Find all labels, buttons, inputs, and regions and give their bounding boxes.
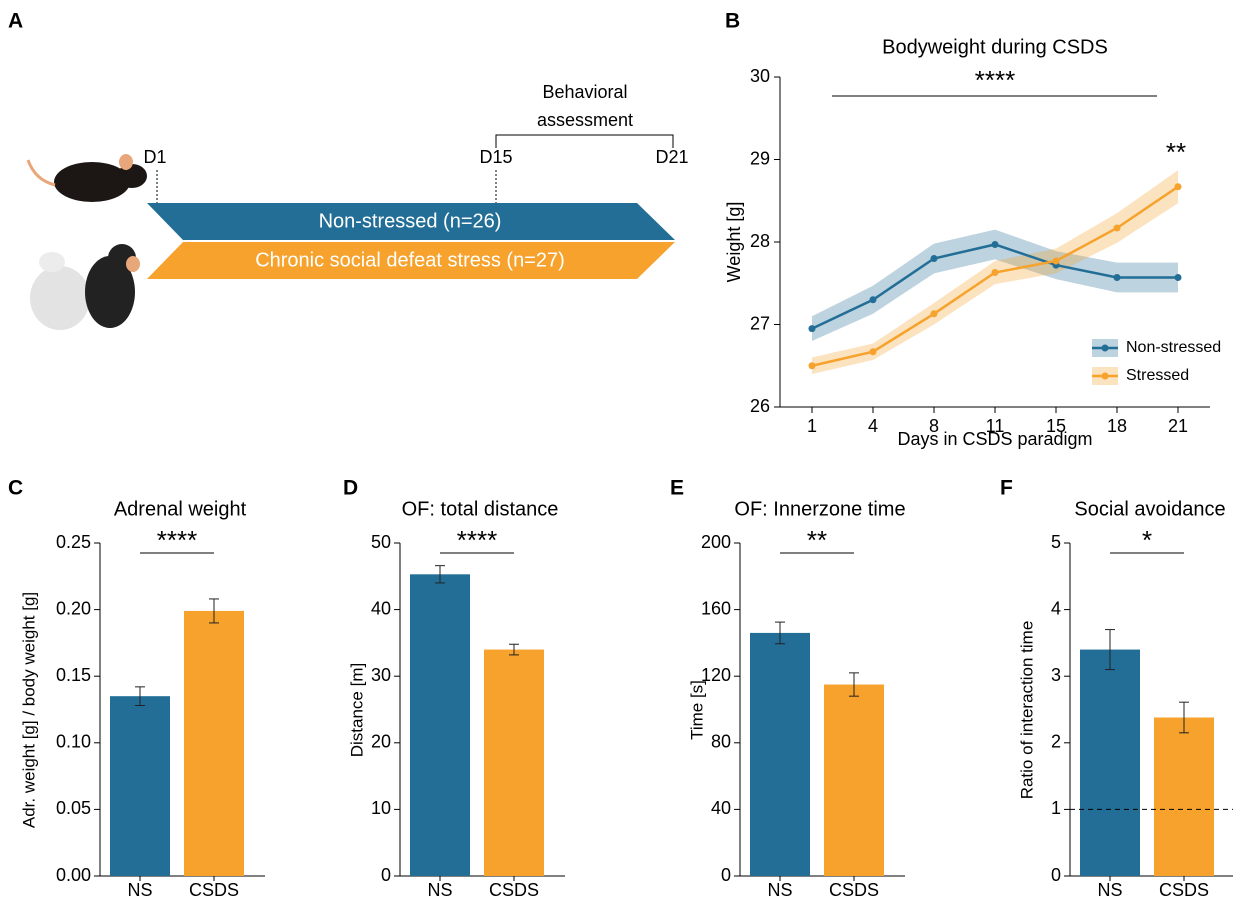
- bar: [1080, 650, 1140, 876]
- panel-letter: B: [725, 10, 740, 33]
- mouse-icon: [28, 154, 147, 202]
- x-tick-label: NS: [127, 880, 152, 897]
- x-tick-label: CSDS: [829, 880, 879, 897]
- y-tick-label: 26: [750, 396, 770, 416]
- x-tick-label: NS: [767, 880, 792, 897]
- y-tick-label: 40: [711, 798, 731, 818]
- bar: [1154, 717, 1214, 876]
- y-tick-label: 0: [1051, 865, 1061, 885]
- significance-label: ****: [157, 525, 197, 555]
- point: [1175, 183, 1182, 190]
- y-axis-label: Weight [g]: [724, 202, 744, 283]
- legend-label: Stressed: [1126, 367, 1189, 384]
- panel-letter: F: [1000, 477, 1013, 500]
- point: [1053, 257, 1060, 264]
- point: [809, 325, 816, 332]
- chart-title: Adrenal weight: [114, 498, 247, 520]
- x-tick-label: 4: [868, 416, 878, 436]
- figure: A B C D E F D1 D15 D21 Behavioral assess…: [0, 0, 1233, 897]
- y-tick-label: 0.25: [56, 532, 91, 552]
- point: [1175, 274, 1182, 281]
- chart-title: Social avoidance: [1074, 498, 1225, 520]
- y-axis-label: Adr. weight [g] / body weight [g]: [19, 592, 38, 828]
- y-tick-label: 4: [1051, 598, 1061, 618]
- significance-label: **: [1166, 137, 1186, 167]
- significance-label: ****: [975, 65, 1015, 95]
- group-label: Chronic social defeat stress (n=27): [255, 249, 565, 271]
- y-tick-label: 0: [381, 865, 391, 885]
- y-tick-label: 30: [371, 665, 391, 685]
- y-tick-label: 50: [371, 532, 391, 552]
- group-label: Non-stressed (n=26): [319, 210, 502, 232]
- x-tick-label: NS: [427, 880, 452, 897]
- x-tick-label: 21: [1168, 416, 1188, 436]
- assessment-label: assessment: [537, 110, 633, 130]
- bar: [184, 611, 244, 876]
- y-tick-label: 0: [721, 865, 731, 885]
- y-tick-label: 28: [750, 231, 770, 251]
- y-tick-label: 0.05: [56, 798, 91, 818]
- day-label: D1: [143, 147, 166, 167]
- point: [992, 241, 999, 248]
- panel-letter: A: [8, 10, 23, 33]
- bar: [750, 633, 810, 876]
- bar: [824, 685, 884, 876]
- significance-label: **: [807, 525, 827, 555]
- legend-marker: [1102, 345, 1109, 352]
- significance-label: ****: [457, 525, 497, 555]
- y-tick-label: 30: [750, 66, 770, 86]
- bar: [410, 574, 470, 876]
- y-tick-label: 29: [750, 148, 770, 168]
- day-label: D15: [479, 147, 512, 167]
- y-tick-label: 1: [1051, 798, 1061, 818]
- y-tick-label: 40: [371, 598, 391, 618]
- y-tick-label: 2: [1051, 732, 1061, 752]
- x-axis-label: Days in CSDS paradigm: [897, 429, 1092, 449]
- y-axis-label: Ratio of interaction time: [1017, 621, 1036, 800]
- point: [870, 296, 877, 303]
- bracket: [496, 135, 673, 148]
- x-tick-label: CSDS: [189, 880, 239, 897]
- y-tick-label: 3: [1051, 665, 1061, 685]
- mice-icon: [30, 244, 140, 330]
- point: [992, 269, 999, 276]
- chart-title: Bodyweight during CSDS: [882, 36, 1108, 58]
- y-tick-label: 20: [371, 732, 391, 752]
- y-tick-label: 0.20: [56, 598, 91, 618]
- y-tick-label: 0.00: [56, 865, 91, 885]
- y-tick-label: 200: [701, 532, 731, 552]
- bar: [110, 696, 170, 876]
- panel-letter: D: [343, 477, 358, 500]
- point: [809, 362, 816, 369]
- y-tick-label: 0.10: [56, 732, 91, 752]
- significance-label: *: [1142, 525, 1152, 555]
- x-tick-label: CSDS: [1159, 880, 1209, 897]
- point: [931, 310, 938, 317]
- chart-title: OF: total distance: [402, 498, 559, 520]
- y-tick-label: 5: [1051, 532, 1061, 552]
- y-tick-label: 0.15: [56, 665, 91, 685]
- legend-marker: [1102, 373, 1109, 380]
- x-tick-label: NS: [1097, 880, 1122, 897]
- assessment-label: Behavioral: [542, 82, 627, 102]
- y-axis-label: Distance [m]: [347, 663, 366, 757]
- y-tick-label: 160: [701, 598, 731, 618]
- point: [931, 255, 938, 262]
- bar: [484, 650, 544, 876]
- day-label: D21: [655, 147, 688, 167]
- x-tick-label: CSDS: [489, 880, 539, 897]
- y-tick-label: 27: [750, 313, 770, 333]
- y-tick-label: 80: [711, 732, 731, 752]
- panel-letter: C: [8, 477, 23, 500]
- y-tick-label: 10: [371, 798, 391, 818]
- x-tick-label: 18: [1107, 416, 1127, 436]
- chart-title: OF: Innerzone time: [734, 498, 905, 520]
- point: [1114, 224, 1121, 231]
- y-axis-label: Time [s]: [687, 680, 706, 740]
- point: [870, 348, 877, 355]
- x-tick-label: 1: [807, 416, 817, 436]
- panel-letter: E: [670, 477, 684, 500]
- legend-label: Non-stressed: [1126, 339, 1221, 356]
- point: [1114, 274, 1121, 281]
